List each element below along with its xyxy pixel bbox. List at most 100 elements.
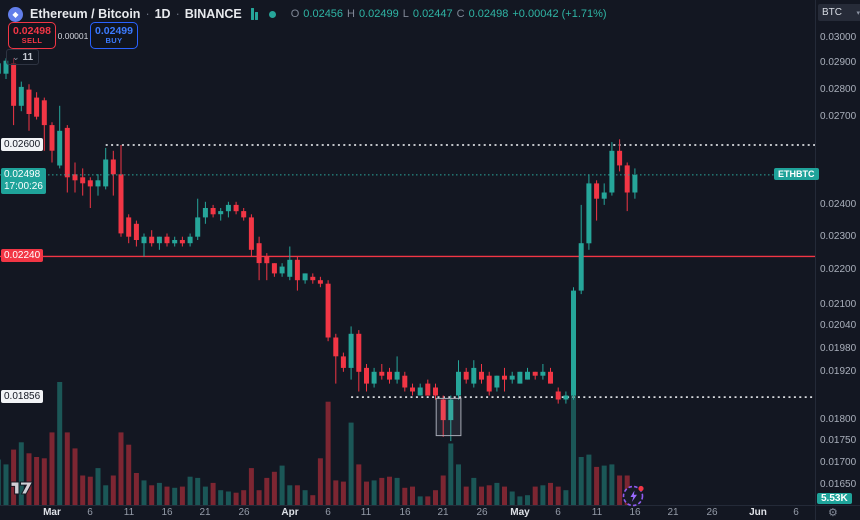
candle-body	[233, 204, 239, 212]
candle-body	[371, 371, 377, 384]
symbol-name: Ethereum / Bitcoin	[30, 7, 141, 21]
price-axis[interactable]: 0.03000 0.02900 0.02800 0.02700 0.02400 0.023…	[816, 0, 860, 505]
volume-bar	[440, 475, 446, 505]
candles-layer	[0, 58, 638, 442]
currency-unit-button[interactable]: BTC ▾	[818, 4, 860, 21]
buy-price: 0.02499	[95, 25, 133, 38]
volume-bar	[417, 496, 423, 505]
volume-bar	[456, 464, 461, 505]
candle-body	[486, 375, 492, 392]
candle-body	[525, 371, 530, 380]
chart-canvas[interactable]	[0, 28, 815, 505]
candle-body	[594, 183, 600, 199]
price-tick-label: 0.01800	[820, 414, 857, 425]
candle-body	[617, 150, 623, 166]
volume-bar	[586, 454, 592, 505]
price-tick-label: 0.02040	[820, 320, 857, 331]
volume-bar	[110, 475, 116, 505]
candle-body	[187, 236, 193, 244]
gear-icon[interactable]: ⚙	[828, 507, 838, 519]
price-tick-label: 0.02200	[820, 264, 857, 275]
candle-body	[80, 177, 86, 184]
candle-body	[218, 211, 224, 215]
volume-bar	[172, 487, 178, 505]
candle-body	[95, 180, 101, 187]
volume-bar	[156, 482, 162, 505]
volume-bar	[241, 490, 247, 505]
currency-label: BTC	[822, 7, 842, 18]
volume-bar	[26, 453, 32, 505]
candle-body	[49, 125, 55, 151]
candle-body	[310, 276, 316, 281]
bar-countdown: 17:00:26	[4, 180, 43, 192]
volume-bar	[509, 491, 515, 505]
volume-bar	[294, 485, 300, 505]
price-line-symbol-badge: ETHBTC	[774, 167, 819, 180]
volume-bar	[41, 458, 47, 505]
candle-body	[364, 367, 369, 384]
volume-bar	[578, 457, 584, 505]
candle-body	[271, 263, 277, 274]
volume-bar	[287, 485, 293, 505]
time-tick-label: 26	[476, 507, 488, 518]
buy-button[interactable]: 0.02499 BUY	[90, 22, 138, 49]
candle-body	[494, 375, 500, 388]
sell-price: 0.02498	[13, 25, 51, 38]
exchange-label: BINANCE	[184, 7, 242, 21]
close-label: C	[456, 8, 465, 20]
candle-body	[571, 290, 576, 396]
volume-bar	[486, 485, 492, 505]
volume-bar	[133, 473, 139, 505]
volume-bar	[609, 464, 615, 505]
candle-body	[517, 371, 523, 384]
candle-body	[72, 174, 78, 181]
volume-bar	[49, 432, 55, 505]
ethereum-logo-icon: ◆	[8, 6, 23, 22]
candle-body	[387, 371, 392, 380]
time-tick-label: 21	[199, 507, 211, 518]
legend-collapse-toggle[interactable]: ⌄ 11	[6, 49, 40, 65]
high-value: 0.02499	[359, 8, 399, 20]
candle-body	[256, 243, 262, 264]
candle-body	[57, 130, 63, 166]
volume-bar	[149, 485, 155, 505]
tradingview-logo[interactable]	[10, 481, 34, 496]
candle-body	[325, 283, 331, 338]
candle-body	[26, 89, 32, 114]
candle-body	[425, 383, 431, 396]
time-axis[interactable]: Mar 6 11 16 21 26 Apr 6 11 16 21 26 May 6 11 16 21 26 Jun 6	[0, 506, 815, 520]
candle-body	[287, 259, 293, 277]
volume-bar	[187, 476, 193, 505]
buy-label: BUY	[105, 36, 123, 46]
time-tick-label: Mar	[43, 507, 61, 518]
price-tick-label: 0.01750	[820, 435, 857, 446]
time-tick-label: 26	[238, 507, 250, 518]
volume-bar	[617, 475, 623, 505]
price-tick-label: 0.01980	[820, 343, 857, 354]
volume-bar	[317, 458, 323, 505]
time-tick-label: 11	[591, 507, 603, 518]
volume-bar	[302, 490, 308, 505]
candle-body	[210, 208, 216, 215]
time-tick-label: 16	[399, 507, 411, 518]
candle-body	[294, 259, 300, 281]
volume-bar	[3, 464, 9, 505]
volume-bar	[402, 487, 408, 505]
volume-bar	[87, 476, 93, 505]
time-axis-divider	[0, 505, 860, 506]
spread-value: 0.00001	[57, 30, 89, 41]
low-label: L	[402, 8, 409, 20]
volume-bar	[340, 481, 346, 505]
boost-bolt-icon[interactable]	[620, 482, 648, 510]
volume-bar	[463, 486, 469, 505]
symbol-title[interactable]: Ethereum / Bitcoin · 1D · BINANCE	[30, 7, 242, 21]
candle-body	[379, 371, 385, 376]
candle-body	[509, 375, 515, 380]
sell-button[interactable]: 0.02498 SELL	[8, 22, 56, 49]
price-tick-label: 0.01650	[820, 479, 857, 490]
trade-panel: 0.02498 SELL 0.00001 0.02499 BUY	[8, 22, 138, 49]
volume-bar	[394, 477, 400, 505]
volume-bar	[494, 482, 500, 505]
volume-bar	[310, 495, 316, 505]
